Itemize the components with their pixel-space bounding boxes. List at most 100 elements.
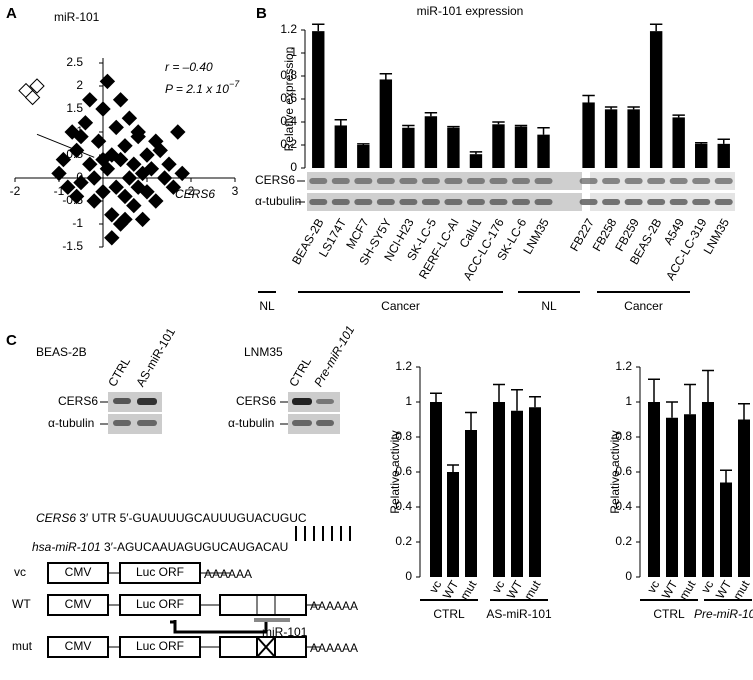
bar: [493, 402, 505, 577]
error-bar: [312, 23, 325, 32]
y-tick-label: 0.8: [395, 429, 412, 443]
construct-vc: vc CMV Luc ORF AAAAAA: [14, 562, 252, 584]
box-label: CMV: [65, 565, 92, 579]
box-label: Luc ORF: [136, 639, 184, 653]
band: [113, 420, 131, 426]
band: [647, 178, 666, 184]
y-axis-label: Relative activity: [388, 430, 402, 513]
band: [444, 199, 463, 205]
point: [139, 147, 155, 163]
error-bar: [672, 114, 685, 118]
bar: [357, 145, 370, 168]
point: [95, 184, 111, 200]
y-tick-label: 1.2: [280, 22, 297, 36]
y-tick-label: 2: [76, 78, 83, 92]
group-label: AS-miR-101: [486, 607, 552, 621]
mirna: hsa-miR-101: [32, 540, 101, 554]
x-tick-label: mut: [730, 578, 752, 603]
blot: [288, 414, 340, 434]
band: [399, 178, 418, 184]
band: [292, 420, 312, 426]
gene: CERS6: [36, 511, 76, 525]
band: [399, 199, 418, 205]
cell-line: BEAS-2B: [36, 345, 87, 359]
error-bar: [465, 411, 477, 430]
blot: [108, 392, 162, 412]
error-bar: [684, 383, 696, 415]
x-tick-label: WT: [659, 578, 681, 602]
band: [714, 178, 733, 184]
annotation-exp: −7: [229, 79, 240, 89]
bar: [430, 402, 442, 577]
x-tick-label: mut: [521, 578, 543, 603]
group-label: Cancer: [381, 299, 420, 313]
error-bar: [582, 94, 595, 103]
bar: [511, 410, 523, 577]
band: [624, 199, 643, 205]
band: [376, 199, 395, 205]
error-bar: [720, 469, 732, 483]
y-tick-label: 0.2: [395, 534, 412, 548]
construct-label: mut: [12, 639, 33, 653]
band: [602, 178, 621, 184]
band: [511, 199, 531, 205]
y-tick-label: 0: [625, 569, 632, 583]
band: [466, 178, 485, 184]
blot: [288, 392, 340, 412]
band: [309, 199, 328, 205]
point: [104, 207, 120, 223]
x-tick-label: BEAS-2B: [289, 216, 326, 267]
annotation: r = –0.40: [165, 60, 213, 74]
point: [165, 179, 182, 195]
bar: [529, 407, 541, 577]
bar: [582, 102, 595, 168]
error-bar: [514, 124, 528, 127]
y-tick-label: 0.4: [615, 499, 632, 513]
error-bar: [695, 141, 708, 144]
error-bar: [604, 106, 618, 110]
band: [309, 178, 328, 184]
error-bar: [424, 112, 438, 117]
y-tick-label: -1.5: [62, 239, 83, 253]
point: [51, 165, 67, 182]
point: [86, 170, 102, 186]
y-tick-label: 1: [625, 394, 632, 408]
band: [714, 199, 733, 205]
x-tick-label: WT: [504, 578, 526, 602]
lane-label: CTRL: [286, 355, 314, 389]
y-tick-label: 0.6: [615, 464, 632, 478]
point: [90, 133, 107, 149]
error-bar: [738, 403, 750, 420]
error-bar: [357, 143, 370, 145]
band: [534, 178, 553, 184]
group-label: NL: [541, 299, 557, 313]
point: [99, 73, 116, 90]
band: [669, 178, 688, 184]
box-label: Luc ORF: [136, 597, 184, 611]
point: [95, 101, 111, 117]
y-axis-label: Relative expression: [282, 47, 296, 152]
band: [602, 199, 621, 205]
band: [354, 199, 373, 205]
annotation-text: P = 2.1 x 10: [165, 82, 229, 96]
point: [126, 156, 142, 172]
bar: [648, 402, 660, 577]
mirna-label: miR-101: [262, 625, 308, 639]
lane-label: CTRL: [105, 355, 133, 389]
blot-label: α-tubulin: [48, 416, 94, 430]
band: [669, 199, 688, 205]
x-tick-label: -2: [10, 184, 21, 198]
construct-mut: mut CMV Luc ORF AAAAAA: [12, 636, 358, 658]
group-label: CTRL: [433, 607, 465, 621]
band: [316, 420, 334, 426]
y-tick-label: 0.4: [395, 499, 412, 513]
x-tick-label: WT: [713, 578, 735, 602]
error-bar: [666, 401, 678, 418]
error-bar: [511, 389, 523, 411]
chart-title: miR-101 expression: [417, 4, 524, 18]
band: [579, 199, 598, 205]
bar: [672, 117, 685, 168]
point: [156, 170, 173, 186]
point: [82, 92, 98, 108]
bar: [312, 31, 325, 169]
